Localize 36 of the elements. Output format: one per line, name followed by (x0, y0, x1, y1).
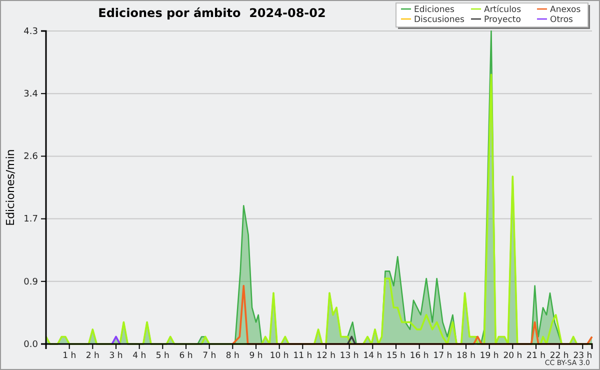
x-tick-label: 13 h (340, 351, 359, 362)
x-tick-label: 12 h (316, 351, 336, 362)
x-tick-label: 3 h (109, 351, 123, 362)
x-tick-label: 1 h (62, 351, 76, 362)
legend-label: Otros (550, 15, 574, 25)
x-tick-label: 17 h (433, 351, 452, 362)
legend-label: Discusiones (414, 15, 466, 25)
x-tick-label: 10 h (270, 351, 289, 362)
x-tick-label: 20 h (503, 351, 522, 362)
y-tick-label: 0.9 (24, 277, 38, 288)
x-tick-label: 14 h (363, 351, 382, 362)
y-tick-label: 0.0 (24, 340, 38, 350)
x-tick-label: 16 h (410, 351, 429, 362)
x-tick-label: 15 h (386, 351, 406, 362)
x-tick-label: 6 h (179, 351, 193, 362)
x-tick-label: 8 h (226, 351, 240, 362)
x-tick-label: 5 h (156, 351, 170, 362)
legend-label: Proyecto (484, 15, 521, 25)
y-axis-title: Ediciones/min (4, 149, 17, 226)
line-series (232, 284, 593, 345)
y-tick-label: 4.3 (24, 26, 38, 37)
x-tick-label: 11 h (293, 351, 312, 362)
x-tick-label: 9 h (249, 351, 263, 362)
x-tick-label: 2 h (86, 351, 100, 362)
y-tick-label: 2.6 (24, 152, 38, 162)
x-tick-label: 7 h (202, 351, 216, 362)
chart-title: Ediciones por ámbito 2024-08-02 (98, 6, 326, 20)
x-tick-label: 21 h (526, 351, 546, 362)
x-tick-label: 4 h (132, 351, 146, 362)
x-tick-label: 19 h (480, 351, 499, 362)
legend-label: Ediciones (414, 5, 455, 15)
legend-label: Anexos (550, 5, 582, 15)
y-tick-label: 1.7 (24, 214, 38, 225)
x-tick-label: 18 h (456, 351, 476, 362)
y-tick-label: 3.4 (24, 89, 38, 100)
legend-label: Artículos (484, 5, 522, 15)
